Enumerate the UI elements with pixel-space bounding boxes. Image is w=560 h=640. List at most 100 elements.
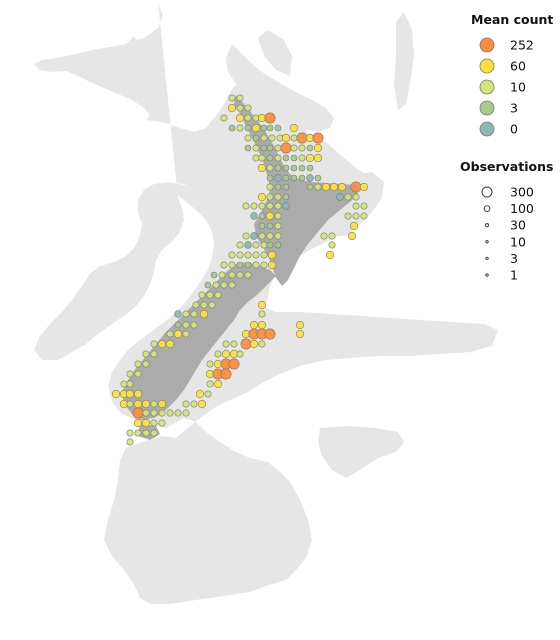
observation-point [266,144,274,152]
observation-point [337,182,347,192]
observation-point [126,400,134,408]
observation-point [220,261,228,269]
observation-point [274,183,282,191]
observation-point [240,338,252,350]
observation-point [290,154,298,162]
mean-count-legend-items: 252 60 10 3 0 [479,38,534,137]
observation-point [257,320,267,330]
observation-point [336,193,344,201]
observation-point [150,350,158,358]
observation-point [166,409,174,417]
observation-point [344,212,352,220]
observation-point [328,241,336,249]
observation-point [290,144,298,152]
observation-point [150,429,158,437]
observation-point [200,301,208,309]
observation-point [228,251,236,259]
observation-point [266,193,274,201]
observation-point [182,330,190,338]
observation-point [126,370,134,378]
observation-point [210,271,218,279]
north-island-shape [234,95,358,286]
observation-point [126,438,134,446]
observation-point [282,202,290,210]
observation-point [142,429,150,437]
observation-point [204,390,212,398]
observations-label: 10 [510,234,526,249]
observation-point [134,370,142,378]
observation-point [244,271,252,279]
observation-point [236,350,244,358]
observation-point [214,350,222,358]
observations-size-swatch [485,240,489,244]
observation-point [150,419,158,427]
observation-point [182,321,190,329]
observation-point [296,132,308,144]
observation-point [267,260,277,270]
observation-point [258,232,266,240]
observation-point [236,124,244,132]
observation-point [244,114,252,122]
observation-point [141,399,151,409]
observation-point [142,409,150,417]
observation-point [281,133,291,143]
observation-point [314,174,322,182]
observation-point [120,380,128,388]
observations-size-swatch [485,273,489,277]
mean-count-swatch [479,100,495,116]
observation-point [264,112,276,124]
mean-count-label: 60 [510,59,526,74]
observation-point [347,231,357,241]
observation-point [260,134,268,142]
observation-point [298,174,306,182]
observation-point [274,174,282,182]
observation-point [252,241,260,249]
observation-point [280,142,292,154]
observation-point [244,124,252,132]
observation-point [313,153,323,163]
observation-point [267,250,277,260]
observation-point [133,399,143,409]
observation-point [282,193,290,201]
observation-point [320,232,328,240]
observation-point [222,340,230,348]
observation-point [142,350,150,358]
observation-point [242,202,250,210]
observation-point [349,221,359,231]
observation-point [252,134,260,142]
observation-point [298,154,306,162]
observation-point [173,329,183,339]
observation-point [158,419,166,427]
observation-point [228,358,240,370]
observation-point [198,291,206,299]
observation-point [257,192,267,202]
observation-point [242,232,250,240]
observation-point [190,310,198,318]
observation-point [250,212,258,220]
observation-point [134,429,142,437]
observation-point [252,251,260,259]
observation-point [306,183,314,191]
observation-point [174,321,182,329]
observation-point [228,94,236,102]
observation-point [257,163,267,173]
observation-point [190,400,198,408]
observation-point [213,379,223,389]
observation-point [306,144,314,152]
observation-point [290,164,298,172]
observation-point [314,183,322,191]
observation-point [266,154,274,162]
observation-point [230,340,238,348]
observation-point [260,251,268,259]
observation-point [359,182,369,192]
observation-point [236,104,244,112]
observation-point [228,281,236,289]
observation-point [249,320,259,330]
observation-point [305,153,315,163]
south-island-shape [122,262,276,420]
observation-point [258,222,266,230]
mean-count-swatch [479,58,495,74]
observation-point [250,202,258,210]
observation-point [266,124,274,132]
